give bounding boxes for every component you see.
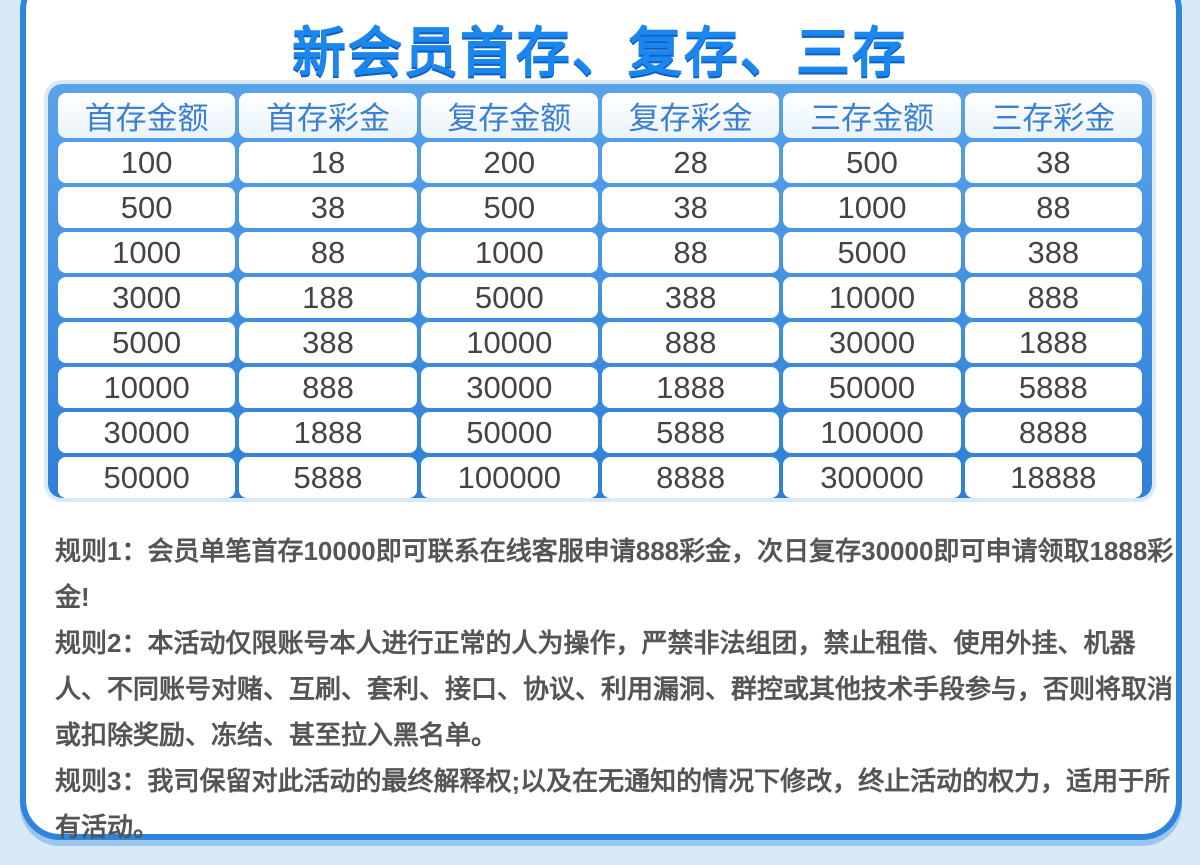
table-cell: 1000: [58, 232, 236, 273]
table-cell: 5888: [964, 367, 1142, 408]
column-header: 三存彩金: [964, 93, 1142, 138]
table-cell: 5000: [58, 322, 236, 363]
table-cell: 8888: [964, 412, 1142, 453]
table-cell: 1888: [601, 367, 780, 408]
table-cell: 30000: [783, 322, 961, 363]
table-row: 500 38 500 38 1000 88: [58, 187, 1142, 228]
table-cell: 100000: [420, 457, 598, 498]
table-cell: 888: [601, 322, 780, 363]
table-cell: 38: [601, 187, 780, 228]
column-header: 首存金额: [58, 93, 236, 138]
table-cell: 50000: [420, 412, 598, 453]
table-cell: 300000: [783, 457, 961, 498]
table-cell: 500: [783, 142, 961, 183]
column-header: 首存彩金: [239, 93, 417, 138]
table-cell: 88: [601, 232, 780, 273]
bonus-table: 首存金额 首存彩金 复存金额 复存彩金 三存金额 三存彩金 100 18 200 28 500 38…: [48, 84, 1152, 498]
table-row: 5000 388 10000 888 30000 1888: [58, 322, 1142, 363]
table-cell: 88: [964, 187, 1142, 228]
table-cell: 30000: [58, 412, 236, 453]
table-cell: 388: [601, 277, 780, 318]
table-cell: 100000: [783, 412, 961, 453]
table-row: 50000 5888 100000 8888 300000 18888: [58, 457, 1142, 498]
table-cell: 10000: [420, 322, 598, 363]
table-cell: 888: [239, 367, 417, 408]
table-row: 30000 1888 50000 5888 100000 8888: [58, 412, 1142, 453]
table-cell: 38: [239, 187, 417, 228]
table-cell: 388: [964, 232, 1142, 273]
table-cell: 5000: [783, 232, 961, 273]
table-cell: 8888: [601, 457, 780, 498]
table-cell: 88: [239, 232, 417, 273]
table-cell: 100: [58, 142, 236, 183]
column-header: 三存金额: [783, 93, 961, 138]
table-row: 10000 888 30000 1888 50000 5888: [58, 367, 1142, 408]
table-header-row: 首存金额 首存彩金 复存金额 复存彩金 三存金额 三存彩金: [58, 93, 1142, 138]
rule-3: 规则3：我司保留对此活动的最终解释权;以及在无通知的情况下修改，终止活动的权力，…: [55, 766, 1171, 842]
table-cell: 188: [239, 277, 417, 318]
table-row: 3000 188 5000 388 10000 888: [58, 277, 1142, 318]
table-cell: 38: [964, 142, 1142, 183]
table-cell: 50000: [58, 457, 236, 498]
table-cell: 5000: [420, 277, 598, 318]
table-cell: 30000: [420, 367, 598, 408]
table-cell: 1000: [420, 232, 598, 273]
table-cell: 18888: [964, 457, 1142, 498]
table-cell: 18: [239, 142, 417, 183]
table-cell: 500: [58, 187, 236, 228]
table-cell: 3000: [58, 277, 236, 318]
table-cell: 10000: [58, 367, 236, 408]
table-cell: 5888: [239, 457, 417, 498]
column-header: 复存金额: [420, 93, 598, 138]
table-cell: 1000: [783, 187, 961, 228]
table-cell: 888: [964, 277, 1142, 318]
table-cell: 5888: [601, 412, 780, 453]
table-row: 100 18 200 28 500 38: [58, 142, 1142, 183]
rule-1: 规则1：会员单笔首存10000即可联系在线客服申请888彩金，次日复存30000…: [55, 536, 1174, 612]
rules-section: 规则1：会员单笔首存10000即可联系在线客服申请888彩金，次日复存30000…: [55, 528, 1175, 850]
table-cell: 500: [420, 187, 598, 228]
table-cell: 1888: [964, 322, 1142, 363]
page-title: 新会员首存、复存、三存: [292, 23, 908, 83]
table-row: 1000 88 1000 88 5000 388: [58, 232, 1142, 273]
table-cell: 10000: [783, 277, 961, 318]
table-cell: 388: [239, 322, 417, 363]
rule-2: 规则2：本活动仅限账号本人进行正常的人为操作，严禁非法组团，禁止租借、使用外挂、…: [55, 628, 1174, 750]
table-cell: 28: [601, 142, 780, 183]
table-cell: 1888: [239, 412, 417, 453]
table-cell: 200: [420, 142, 598, 183]
column-header: 复存彩金: [601, 93, 780, 138]
table-cell: 50000: [783, 367, 961, 408]
